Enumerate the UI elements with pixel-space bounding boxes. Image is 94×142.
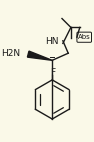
Text: Abs: Abs <box>78 34 91 40</box>
Text: F: F <box>50 68 55 77</box>
Text: HN: HN <box>45 37 58 46</box>
Polygon shape <box>27 51 52 60</box>
Text: H2N: H2N <box>1 49 20 58</box>
FancyBboxPatch shape <box>77 32 92 42</box>
